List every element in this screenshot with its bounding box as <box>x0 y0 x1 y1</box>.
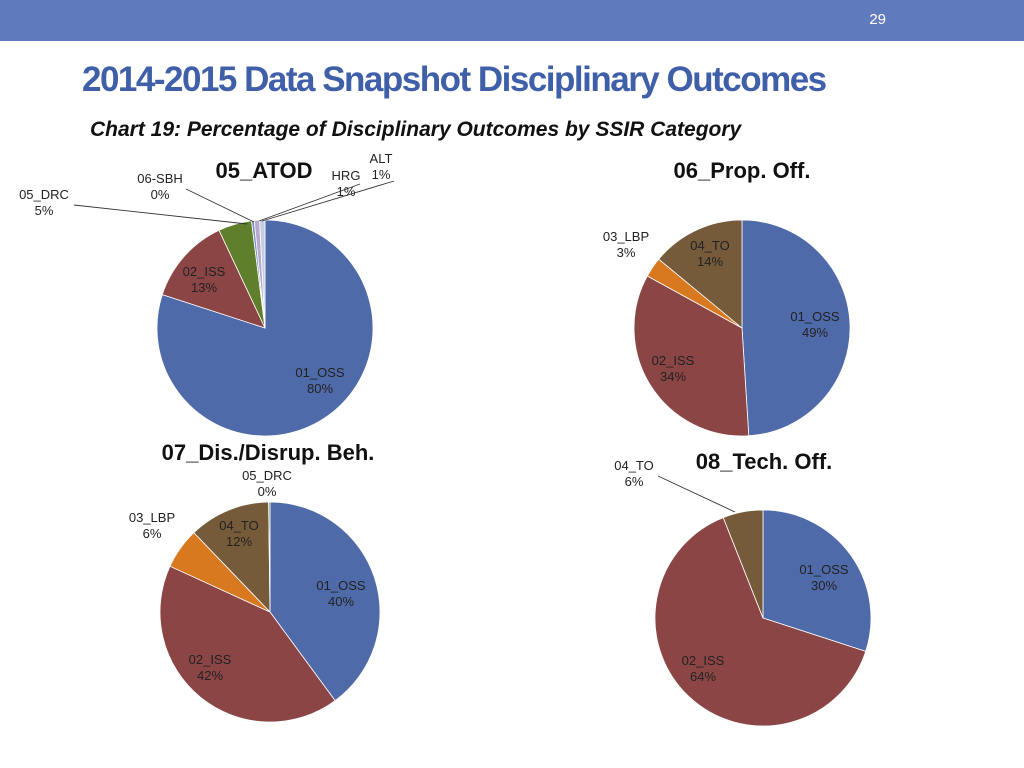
08-tech-off-title: 08_Tech. Off. <box>696 449 833 474</box>
chart-subtitle: Chart 19: Percentage of Disciplinary Out… <box>90 118 742 141</box>
06-prop-off-data-label: 04_TO 14% <box>690 238 730 269</box>
06-prop-off-data-label: 02_ISS 34% <box>652 353 695 384</box>
06-prop-off-data-label: 01_OSS 49% <box>790 309 839 340</box>
07-dis-disrup-beh-slice-05-drc <box>268 501 271 613</box>
08-tech-off-slice-04-to <box>722 509 764 619</box>
08-tech-off-leader-line <box>657 475 736 513</box>
05-atod-data-label: 06-SBH 0% <box>137 171 183 202</box>
pie-chart-atod: 05_ATOD 01_OSS 80% 02_ISS 13% 05_DRC 5% 06-SBH 0… <box>19 151 395 437</box>
05-atod-leader-line <box>185 188 255 223</box>
06-prop-off-slice-01-oss <box>741 219 851 437</box>
07-dis-disrup-beh-title: 07_Dis./Disrup. Beh. <box>162 440 375 465</box>
05-atod-leader-line <box>258 183 361 222</box>
05-atod-leader-line <box>73 204 248 225</box>
08-tech-off-slice-02-iss <box>654 517 867 727</box>
06-prop-off-data-label: 03_LBP 3% <box>603 229 649 260</box>
05-atod-slice-01-oss <box>156 219 374 437</box>
07-dis-disrup-beh-data-label: 01_OSS 40% <box>316 578 365 609</box>
07-dis-disrup-beh-data-label: 02_ISS 42% <box>189 652 232 683</box>
top-banner <box>0 0 1024 41</box>
07-dis-disrup-beh-data-label: 03_LBP 6% <box>129 510 175 541</box>
slide-number: 29 <box>869 11 886 28</box>
05-atod-title: 05_ATOD <box>215 158 312 183</box>
08-tech-off-data-label: 04_TO 6% <box>614 458 654 489</box>
07-dis-disrup-beh-data-label: 04_TO 12% <box>219 518 259 549</box>
07-dis-disrup-beh-slice-02-iss <box>159 565 336 723</box>
07-dis-disrup-beh-slice-01-oss <box>269 501 381 702</box>
05-atod-data-label: 05_DRC 5% <box>19 187 69 218</box>
05-atod-data-label: 02_ISS 13% <box>183 264 226 295</box>
pie-chart-dis-disrup-beh: 07_Dis./Disrup. Beh. 01_OSS 40% 02_ISS 42% 03… <box>129 440 381 723</box>
05-atod-slice-02-iss <box>161 229 266 329</box>
05-atod-data-label: ALT 1% <box>370 151 393 182</box>
08-tech-off-data-label: 02_ISS 64% <box>682 653 725 684</box>
05-atod-data-label: HRG 1% <box>332 168 361 199</box>
page-title: 2014-2015 Data Snapshot Disciplinary Out… <box>82 60 827 99</box>
pie-chart-prop-off: 06_Prop. Off. 01_OSS 49% 02_ISS 34% 03_LBP 3% 0… <box>603 158 851 437</box>
07-dis-disrup-beh-data-label: 05_DRC 0% <box>242 468 292 499</box>
08-tech-off-data-label: 01_OSS 30% <box>799 562 848 593</box>
06-prop-off-title: 06_Prop. Off. <box>674 158 811 183</box>
06-prop-off-slice-04-to <box>658 219 743 329</box>
pie-chart-tech-off: 08_Tech. Off. 01_OSS 30% 02_ISS 64% 04_TO 6% <box>614 449 872 727</box>
05-atod-leader-line <box>261 180 395 222</box>
08-tech-off-slice-01-oss <box>762 509 872 652</box>
05-atod-data-label: 01_OSS 80% <box>295 365 344 396</box>
07-dis-disrup-beh-slice-04-to <box>193 501 271 614</box>
